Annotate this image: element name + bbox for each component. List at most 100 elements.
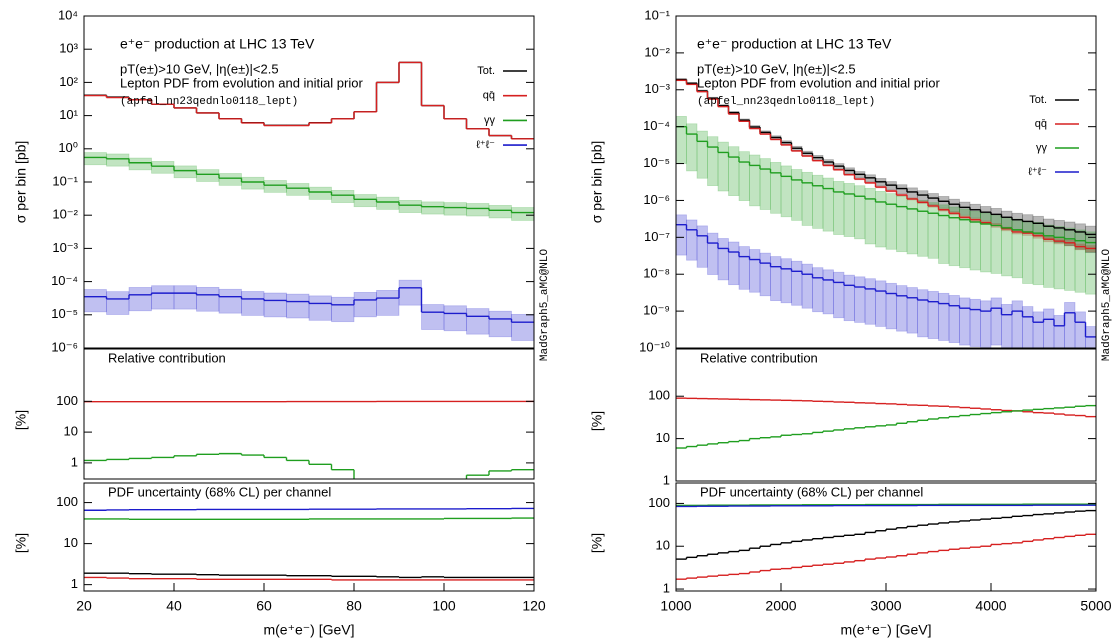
uncertainty-band bbox=[511, 313, 534, 341]
uncertainty-band bbox=[1085, 326, 1096, 348]
y-tick-label: 100 bbox=[648, 388, 670, 403]
uncertainty-band bbox=[1074, 229, 1086, 293]
plot-area bbox=[84, 507, 534, 581]
uncertainty-band bbox=[791, 169, 803, 221]
uncertainty-band bbox=[927, 291, 939, 339]
uncertainty-band bbox=[980, 300, 992, 348]
uncertainty-band bbox=[686, 219, 698, 261]
uncertainty-band bbox=[421, 304, 445, 330]
x-tick-label: 20 bbox=[76, 598, 92, 614]
legend-label: qq̄ bbox=[483, 90, 495, 102]
y-tick-label: 1 bbox=[663, 472, 670, 487]
y-axis-label: σ per bin [pb] bbox=[13, 141, 29, 224]
uncertainty-band bbox=[1074, 223, 1086, 250]
uncertainty-band bbox=[780, 165, 792, 218]
plot-frame bbox=[675, 348, 1097, 482]
uncertainty-band bbox=[1043, 224, 1055, 288]
uncertainty-band bbox=[770, 162, 782, 214]
uncertainty-band bbox=[1064, 227, 1076, 291]
y-tick-label: 10⁻² bbox=[52, 207, 78, 222]
uncertainty-band bbox=[443, 305, 467, 332]
uncertainty-band bbox=[896, 195, 908, 253]
uncertainty-band bbox=[864, 187, 876, 245]
uncertainty-band bbox=[696, 225, 708, 268]
uncertainty-band bbox=[812, 174, 824, 229]
y-tick-label: 10 bbox=[656, 430, 670, 445]
uncertainty-band bbox=[488, 205, 512, 219]
x-tick-label: 3000 bbox=[870, 598, 901, 614]
y-tick-label: 10⁻⁷ bbox=[644, 229, 670, 244]
annotation: (apfel_nn23qednlo0118_lept) bbox=[697, 96, 875, 108]
uncertainty-band bbox=[1085, 225, 1096, 254]
uncertainty-band bbox=[885, 193, 897, 250]
uncertainty-band bbox=[421, 201, 445, 215]
subplot-title: PDF uncertainty (68% CL) per channel bbox=[108, 484, 331, 499]
uncertainty-band bbox=[331, 296, 355, 323]
y-tick-label: 1 bbox=[71, 454, 78, 469]
uncertainty-band bbox=[218, 173, 242, 186]
uncertainty-band bbox=[1053, 226, 1065, 290]
uncertainty-band bbox=[948, 206, 960, 267]
uncertainty-band bbox=[106, 291, 130, 315]
uncertainty-band bbox=[331, 190, 355, 203]
uncertainty-band bbox=[969, 210, 981, 271]
uncertainty-band bbox=[241, 291, 265, 316]
x-tick-label: 100 bbox=[432, 598, 456, 614]
uncertainty-band bbox=[917, 289, 929, 338]
uncertainty-band bbox=[106, 153, 130, 167]
uncertainty-band bbox=[1085, 231, 1096, 295]
uncertainty-band bbox=[1074, 311, 1086, 348]
y-tick-label: 10⁻⁹ bbox=[643, 303, 670, 318]
uncertainty-band bbox=[906, 187, 918, 198]
legend-label: ℓ⁺ℓ⁻ bbox=[476, 139, 495, 151]
plot-area bbox=[676, 503, 1096, 580]
uncertainty-band bbox=[738, 246, 750, 290]
y-tick-label: 10⁻² bbox=[644, 44, 670, 59]
uncertainty-band bbox=[676, 214, 687, 256]
uncertainty-band bbox=[686, 123, 698, 172]
uncertainty-band bbox=[466, 308, 490, 335]
y-tick-label: 10⁰ bbox=[58, 140, 78, 155]
y-tick-label: 100 bbox=[56, 494, 78, 509]
uncertainty-band bbox=[173, 165, 197, 179]
uncertainty-band bbox=[854, 185, 866, 240]
x-tick-label: 1000 bbox=[660, 598, 691, 614]
y-tick-label: 10 bbox=[64, 424, 78, 439]
x-tick-label: 5000 bbox=[1080, 598, 1111, 614]
uncertainty-band bbox=[980, 212, 992, 273]
y-tick-label: 10⁴ bbox=[58, 7, 78, 22]
uncertainty-band bbox=[84, 152, 107, 166]
plot-frame bbox=[675, 15, 1097, 349]
y-axis-label: σ per bin [pb] bbox=[589, 141, 605, 224]
uncertainty-band bbox=[717, 238, 729, 281]
uncertainty-band bbox=[707, 232, 719, 275]
uncertainty-band bbox=[353, 194, 377, 208]
uncertainty-band bbox=[128, 287, 152, 312]
subplot-title: PDF uncertainty (68% CL) per channel bbox=[700, 484, 923, 499]
generator-label: MadGraph5_aMC@NLO bbox=[539, 248, 551, 361]
uncertainty-band bbox=[906, 287, 918, 334]
y-tick-label: 100 bbox=[648, 495, 670, 510]
uncertainty-band bbox=[917, 190, 929, 202]
plot-frame bbox=[83, 348, 535, 480]
x-tick-label: 120 bbox=[522, 598, 546, 614]
y-tick-label: 10⁻⁸ bbox=[643, 266, 670, 281]
uncertainty-band bbox=[1011, 300, 1023, 348]
y-tick-label: 10⁻⁴ bbox=[51, 273, 78, 288]
uncertainty-band bbox=[791, 260, 803, 306]
y-tick-label: 10⁻⁶ bbox=[51, 339, 78, 354]
uncertainty-band bbox=[1001, 304, 1013, 348]
uncertainty-band bbox=[128, 157, 152, 171]
uncertainty-band bbox=[696, 130, 708, 179]
y-tick-label: 10 bbox=[656, 538, 670, 553]
annotation: (apfel_nn23qednlo0118_lept) bbox=[120, 96, 298, 108]
uncertainty-band bbox=[822, 269, 834, 315]
uncertainty-band bbox=[398, 200, 422, 213]
uncertainty-band bbox=[948, 295, 960, 343]
annotation: e⁺e⁻ production at LHC 13 TeV bbox=[697, 36, 892, 52]
legend-label: γγ bbox=[484, 114, 496, 126]
uncertainty-band bbox=[286, 293, 310, 319]
uncertainty-band bbox=[959, 297, 971, 346]
uncertainty-band bbox=[717, 141, 729, 192]
